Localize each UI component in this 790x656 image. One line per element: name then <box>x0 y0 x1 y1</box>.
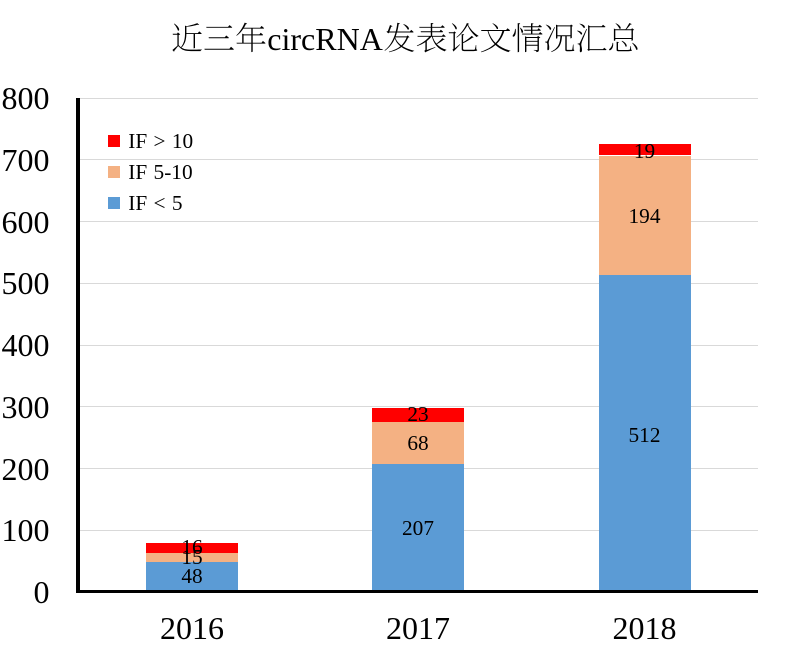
svg-text:circRNA: circRNA <box>267 21 383 57</box>
